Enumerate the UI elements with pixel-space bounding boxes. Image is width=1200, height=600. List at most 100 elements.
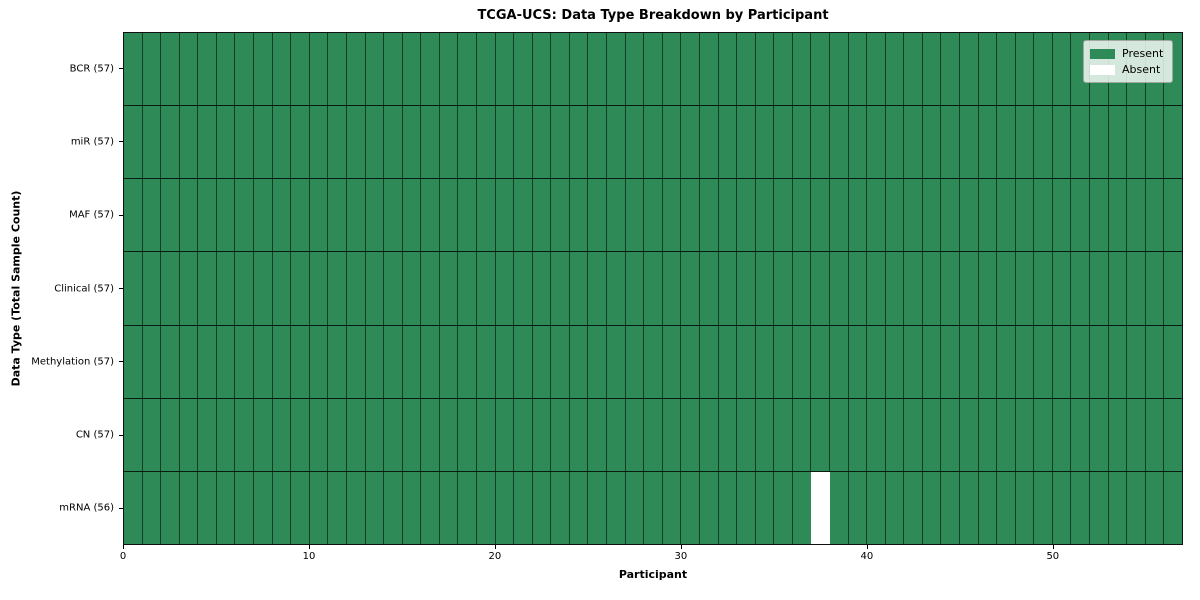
heatmap-cell (588, 471, 608, 544)
heatmap-cell (792, 106, 812, 179)
heatmap-cell (569, 398, 589, 471)
heatmap-cell (588, 252, 608, 325)
heatmap-cell (458, 398, 477, 471)
heatmap-cell (346, 398, 366, 471)
heatmap-cell (662, 33, 682, 106)
heatmap-cell (607, 325, 626, 398)
legend-label-absent: Absent (1122, 63, 1161, 76)
heatmap-cell (625, 325, 645, 398)
heatmap-cell (216, 33, 236, 106)
heatmap-cell (960, 33, 979, 106)
heatmap-cell (978, 252, 998, 325)
heatmap-row (124, 33, 1182, 107)
heatmap-cell (811, 398, 830, 471)
heatmap-cell (904, 471, 923, 544)
heatmap-cell (941, 325, 961, 398)
heatmap-cell (439, 33, 459, 106)
heatmap-cell (309, 398, 329, 471)
heatmap-cell (272, 33, 292, 106)
heatmap-cell (607, 471, 626, 544)
heatmap-cell (1015, 179, 1035, 252)
heatmap-cell (254, 398, 273, 471)
heatmap-cell (1071, 252, 1091, 325)
heatmap-cell (1052, 179, 1072, 252)
heatmap-cell (421, 471, 440, 544)
y-tick-label: Methylation (57) (31, 356, 114, 368)
heatmap-cell (439, 398, 459, 471)
heatmap-cell (1164, 179, 1182, 252)
heatmap-cell (291, 33, 310, 106)
heatmap-cell (179, 252, 199, 325)
heatmap-cell (514, 252, 533, 325)
heatmap-cell (737, 106, 756, 179)
heatmap-cell (978, 33, 998, 106)
heatmap-cell (1071, 106, 1091, 179)
y-tick-mark (119, 361, 123, 363)
heatmap-cell (978, 471, 998, 544)
heatmap-cell (644, 33, 663, 106)
heatmap-cell (755, 179, 775, 252)
heatmap-cell (811, 252, 830, 325)
heatmap-cell (1145, 398, 1165, 471)
heatmap-cell (235, 471, 255, 544)
heatmap-cell (495, 471, 515, 544)
heatmap-cell (1052, 471, 1072, 544)
heatmap-cell (1145, 179, 1165, 252)
heatmap-cell (532, 471, 552, 544)
heatmap-cell (792, 471, 812, 544)
heatmap-cell (291, 106, 310, 179)
heatmap-cell (514, 398, 533, 471)
heatmap-cell (514, 471, 533, 544)
heatmap-cell (254, 471, 273, 544)
heatmap-cell (532, 325, 552, 398)
heatmap-cell (495, 106, 515, 179)
heatmap-cell (625, 471, 645, 544)
heatmap-cell (904, 325, 923, 398)
heatmap-cell (402, 471, 422, 544)
heatmap-cell (551, 33, 570, 106)
heatmap-cell (346, 33, 366, 106)
heatmap-cell (792, 325, 812, 398)
heatmap-cell (699, 179, 719, 252)
heatmap-cell (960, 252, 979, 325)
legend-item-present: Present (1090, 48, 1166, 59)
heatmap-cell (681, 33, 700, 106)
heatmap-cell (421, 398, 440, 471)
heatmap-cell (198, 325, 217, 398)
heatmap-cell (960, 325, 979, 398)
heatmap-cell (551, 106, 570, 179)
heatmap-cell (272, 106, 292, 179)
heatmap-cell (922, 106, 942, 179)
heatmap-cell (495, 325, 515, 398)
heatmap-row (124, 471, 1182, 544)
heatmap-cell (922, 252, 942, 325)
heatmap-cell (291, 179, 310, 252)
heatmap-cell (365, 398, 385, 471)
heatmap-cell (569, 33, 589, 106)
heatmap-cell (458, 471, 477, 544)
heatmap-cell (439, 252, 459, 325)
heatmap-cell (272, 471, 292, 544)
heatmap-cell (1015, 252, 1035, 325)
heatmap-cell (124, 106, 143, 179)
heatmap-cell (198, 398, 217, 471)
heatmap-row (124, 325, 1182, 399)
heatmap-cell (718, 252, 738, 325)
heatmap-cell (662, 106, 682, 179)
legend-label-present: Present (1122, 47, 1164, 60)
heatmap-cell (978, 179, 998, 252)
legend: Present Absent (1083, 40, 1173, 83)
heatmap-cell (922, 398, 942, 471)
heatmap-cell (644, 398, 663, 471)
heatmap-cell (458, 179, 477, 252)
heatmap-cell (254, 252, 273, 325)
heatmap-cell (142, 471, 162, 544)
heatmap-cell (792, 33, 812, 106)
heatmap-cell (384, 325, 403, 398)
heatmap-cell (904, 106, 923, 179)
heatmap-cell (997, 33, 1016, 106)
heatmap-cell (1108, 252, 1128, 325)
heatmap-cell (495, 398, 515, 471)
heatmap-cell (272, 179, 292, 252)
heatmap-cell (365, 252, 385, 325)
